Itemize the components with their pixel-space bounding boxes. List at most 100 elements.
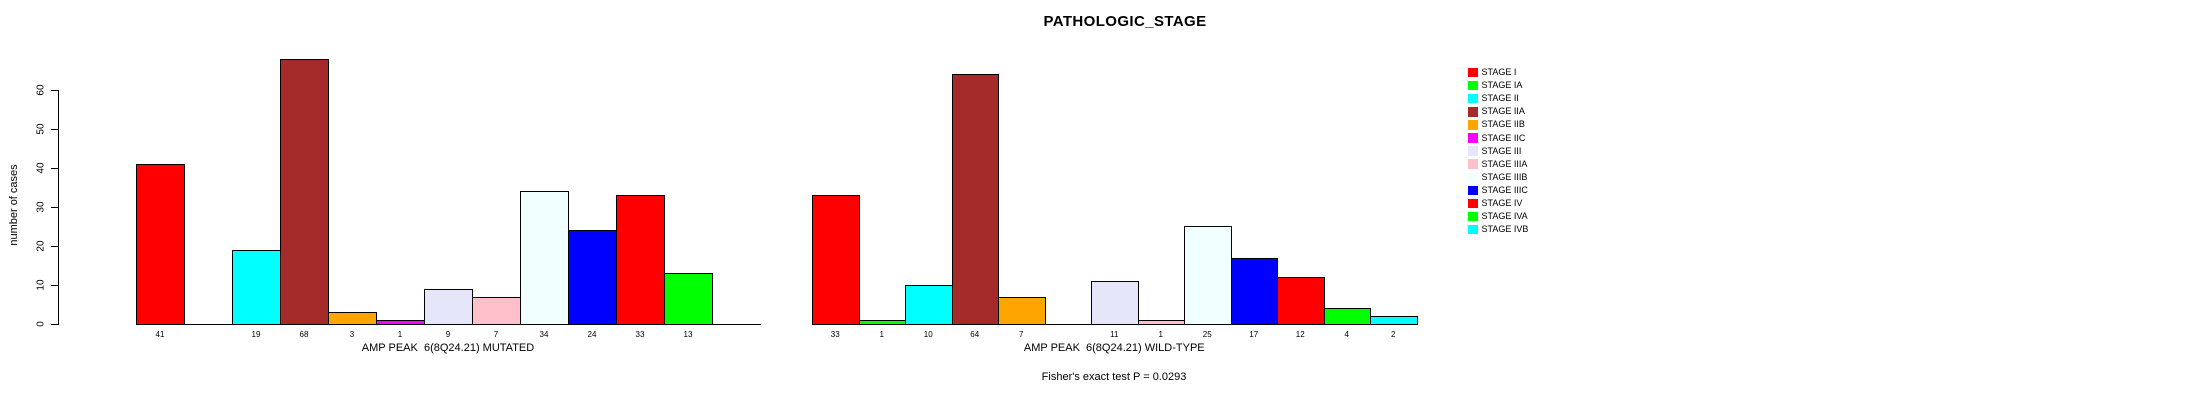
bar-wild-type-stage-iiia bbox=[1137, 320, 1185, 325]
bar-mutated-stage-ii bbox=[232, 250, 281, 325]
bar-mutated-stage-iia bbox=[280, 59, 329, 325]
bar-mutated-stage-iic bbox=[376, 320, 425, 325]
y-axis-tick bbox=[51, 246, 58, 247]
legend-item-stage-iib: STAGE IIB bbox=[1468, 118, 1528, 131]
bar-value-label-wild-type-stage-iv: 12 bbox=[1295, 330, 1305, 339]
y-axis-tick bbox=[51, 129, 58, 130]
bar-value-label-wild-type-stage-iia: 64 bbox=[970, 330, 980, 339]
bar-value-label-wild-type-stage-iii: 11 bbox=[1110, 330, 1119, 339]
legend-label: STAGE IIC bbox=[1481, 132, 1526, 143]
bar-mutated-stage-iii bbox=[424, 289, 473, 325]
legend-label: STAGE IIB bbox=[1481, 119, 1525, 130]
legend-label: STAGE IIIA bbox=[1481, 158, 1528, 169]
bar-value-label-wild-type-stage-iiia: 1 bbox=[1158, 330, 1163, 339]
legend-swatch-stage-iv bbox=[1468, 198, 1478, 209]
y-axis-line bbox=[58, 90, 59, 325]
y-axis-tick-label: 20 bbox=[35, 240, 47, 252]
bar-value-label-wild-type-stage-iiib: 25 bbox=[1202, 330, 1212, 339]
bar-wild-type-stage-ii bbox=[905, 285, 953, 325]
bar-wild-type-stage-ivb bbox=[1370, 316, 1418, 325]
bar-wild-type-stage-i bbox=[812, 195, 860, 325]
legend-item-stage-iva: STAGE IVA bbox=[1468, 210, 1528, 223]
legend-label: STAGE I bbox=[1481, 67, 1517, 78]
bar-wild-type-stage-ia bbox=[858, 320, 906, 325]
bar-value-label-wild-type-stage-ivb: 2 bbox=[1391, 330, 1396, 339]
bar-value-label-wild-type-stage-iva: 4 bbox=[1344, 330, 1349, 339]
bar-value-label-mutated-stage-iv: 33 bbox=[635, 330, 645, 339]
legend-item-stage-i: STAGE I bbox=[1468, 66, 1528, 79]
legend-swatch-stage-ivb bbox=[1468, 224, 1478, 235]
bar-mutated-stage-iva bbox=[664, 273, 713, 325]
legend-label: STAGE III bbox=[1481, 145, 1522, 156]
legend-swatch-stage-iiic bbox=[1468, 185, 1478, 196]
legend-swatch-stage-i bbox=[1468, 67, 1478, 78]
legend-swatch-stage-iib bbox=[1468, 120, 1478, 130]
bar-value-label-mutated-stage-iib: 3 bbox=[349, 330, 355, 339]
bar-wild-type-stage-iib bbox=[998, 297, 1046, 325]
legend-label: STAGE IVA bbox=[1481, 211, 1528, 222]
bar-mutated-stage-i bbox=[136, 164, 185, 325]
bar-mutated-stage-iiib bbox=[520, 191, 569, 325]
bar-value-label-wild-type-stage-iib: 7 bbox=[1019, 330, 1024, 339]
bar-value-label-mutated-stage-iiic: 24 bbox=[587, 330, 597, 339]
bar-value-label-wild-type-stage-i: 33 bbox=[830, 330, 840, 339]
bar-value-label-mutated-stage-iiia: 7 bbox=[493, 330, 499, 339]
y-axis-tick-label: 50 bbox=[35, 123, 47, 135]
bar-mutated-stage-iiia bbox=[472, 297, 521, 325]
legend-label: STAGE IA bbox=[1481, 80, 1523, 91]
legend-swatch-stage-iiia bbox=[1468, 159, 1478, 169]
bar-value-label-mutated-stage-iva: 13 bbox=[683, 330, 693, 339]
bar-wild-type-stage-iii bbox=[1091, 281, 1139, 325]
x-axis-label-wild-type: AMP PEAK 6(8Q24.21) WILD-TYPE bbox=[1023, 342, 1205, 354]
legend-item-stage-ia: STAGE IA bbox=[1468, 79, 1528, 92]
legend-item-stage-ivb: STAGE IVB bbox=[1468, 223, 1528, 236]
y-axis-tick-label: 40 bbox=[35, 162, 47, 174]
legend: STAGE I STAGE IA STAGE II STAGE IIA STAGE II… bbox=[1468, 66, 1528, 236]
y-axis-tick-label: 10 bbox=[35, 279, 47, 291]
bar-value-label-wild-type-stage-iiic: 17 bbox=[1249, 330, 1259, 339]
bar-wild-type-stage-iva bbox=[1323, 308, 1371, 325]
legend-swatch-stage-ii bbox=[1468, 93, 1478, 104]
legend-label: STAGE IIIC bbox=[1481, 184, 1528, 195]
bar-value-label-mutated-stage-i: 41 bbox=[155, 330, 165, 339]
bar-value-label-wild-type-stage-ii: 10 bbox=[923, 330, 933, 339]
legend-label: STAGE IIA bbox=[1481, 106, 1525, 117]
bar-value-label-wild-type-stage-ia: 1 bbox=[879, 330, 884, 339]
legend-item-stage-iii: STAGE III bbox=[1468, 145, 1528, 158]
bar-value-label-mutated-stage-iia: 68 bbox=[299, 330, 309, 339]
legend-label: STAGE IIIB bbox=[1481, 171, 1528, 182]
bar-wild-type-stage-iia bbox=[951, 74, 999, 325]
legend-item-stage-iic: STAGE IIC bbox=[1468, 131, 1528, 144]
legend-label: STAGE IVB bbox=[1481, 224, 1529, 235]
y-axis-tick-label: 0 bbox=[35, 321, 47, 327]
bar-value-label-mutated-stage-iiib: 34 bbox=[539, 330, 549, 339]
legend-item-stage-ii: STAGE II bbox=[1468, 92, 1528, 105]
y-axis-tick bbox=[51, 285, 58, 286]
chart-title: PATHOLOGIC_STAGE bbox=[1043, 13, 1207, 30]
y-axis-tick bbox=[51, 168, 58, 169]
legend-item-stage-iiib: STAGE IIIB bbox=[1468, 171, 1528, 184]
legend-swatch-stage-ia bbox=[1468, 80, 1478, 91]
legend-item-stage-iiic: STAGE IIIC bbox=[1468, 184, 1528, 197]
legend-swatch-stage-iva bbox=[1468, 211, 1478, 222]
bar-value-label-mutated-stage-iic: 1 bbox=[397, 330, 403, 339]
legend-swatch-stage-iic bbox=[1468, 133, 1478, 143]
y-axis-tick bbox=[51, 90, 58, 91]
bar-mutated-stage-iv bbox=[616, 195, 665, 325]
legend-swatch-stage-iiib bbox=[1468, 172, 1478, 183]
y-axis-tick-label: 30 bbox=[35, 201, 47, 213]
x-axis-label-mutated: AMP PEAK 6(8Q24.21) MUTATED bbox=[361, 342, 535, 354]
legend-label: STAGE II bbox=[1481, 93, 1519, 104]
legend-swatch-stage-iii bbox=[1468, 146, 1478, 156]
y-axis-tick bbox=[51, 324, 58, 325]
bar-wild-type-stage-iiic bbox=[1230, 258, 1278, 325]
legend-label: STAGE IV bbox=[1481, 197, 1523, 208]
bar-value-label-mutated-stage-ii: 19 bbox=[251, 330, 261, 339]
bar-wild-type-stage-iv bbox=[1277, 277, 1325, 325]
legend-item-stage-iiia: STAGE IIIA bbox=[1468, 158, 1528, 171]
fisher-test-annotation: Fisher's exact test P = 0.0293 bbox=[1041, 371, 1187, 383]
legend-item-stage-iia: STAGE IIA bbox=[1468, 105, 1528, 118]
y-axis-tick-label: 60 bbox=[35, 84, 47, 96]
